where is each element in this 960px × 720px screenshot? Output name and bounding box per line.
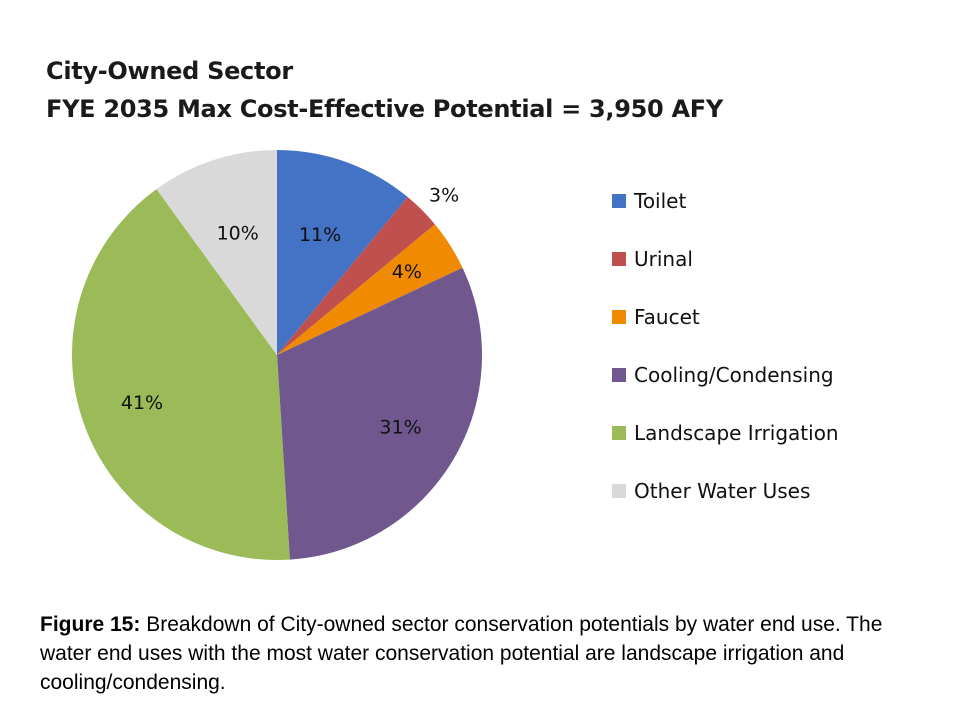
legend-swatch (612, 426, 626, 440)
pie-slice-faucet (277, 224, 463, 355)
legend-swatch (612, 484, 626, 498)
caption-label: Figure 15: (40, 613, 141, 636)
caption-text: Breakdown of City-owned sector conservat… (40, 613, 883, 694)
legend-item: Toilet (612, 172, 839, 230)
legend-label: Other Water Uses (634, 479, 811, 503)
slice-label-landscape-irrigation: 41% (121, 392, 163, 414)
chart-title: City-Owned Sector (46, 57, 293, 85)
pie-chart: 11% 3% 4% 31% 41% 10% (72, 150, 482, 560)
legend-item: Cooling/Condensing (612, 346, 839, 404)
legend-swatch (612, 368, 626, 382)
slice-label-urinal: 3% (429, 184, 459, 206)
slice-label-cooling-condensing: 31% (379, 417, 421, 439)
legend-label: Cooling/Condensing (634, 363, 834, 387)
pie-slice-urinal (277, 197, 435, 355)
legend-label: Toilet (634, 189, 687, 213)
legend-item: Urinal (612, 230, 839, 288)
pie-slice-toilet (277, 150, 408, 355)
chart-subtitle: FYE 2035 Max Cost-Effective Potential = … (46, 95, 723, 123)
chart-title-block: City-Owned Sector FYE 2035 Max Cost-Effe… (46, 52, 723, 128)
legend-label: Faucet (634, 305, 700, 329)
slice-label-faucet: 4% (392, 261, 422, 283)
figure-caption: Figure 15: Breakdown of City-owned secto… (40, 610, 930, 697)
slice-label-other-water-uses: 10% (217, 223, 259, 245)
slice-label-toilet: 11% (299, 224, 341, 246)
legend-swatch (612, 194, 626, 208)
legend-label: Landscape Irrigation (634, 421, 839, 445)
legend-item: Faucet (612, 288, 839, 346)
legend-swatch (612, 310, 626, 324)
pie-slice-landscape-irrigation (72, 189, 290, 560)
legend-item: Other Water Uses (612, 462, 839, 520)
chart-legend: Toilet Urinal Faucet Cooling/Condensing Land… (612, 172, 839, 520)
legend-swatch (612, 252, 626, 266)
pie-slice-cooling-condensing (277, 267, 482, 560)
legend-item: Landscape Irrigation (612, 404, 839, 462)
pie-slice-other-water-uses (156, 150, 277, 355)
legend-label: Urinal (634, 247, 693, 271)
